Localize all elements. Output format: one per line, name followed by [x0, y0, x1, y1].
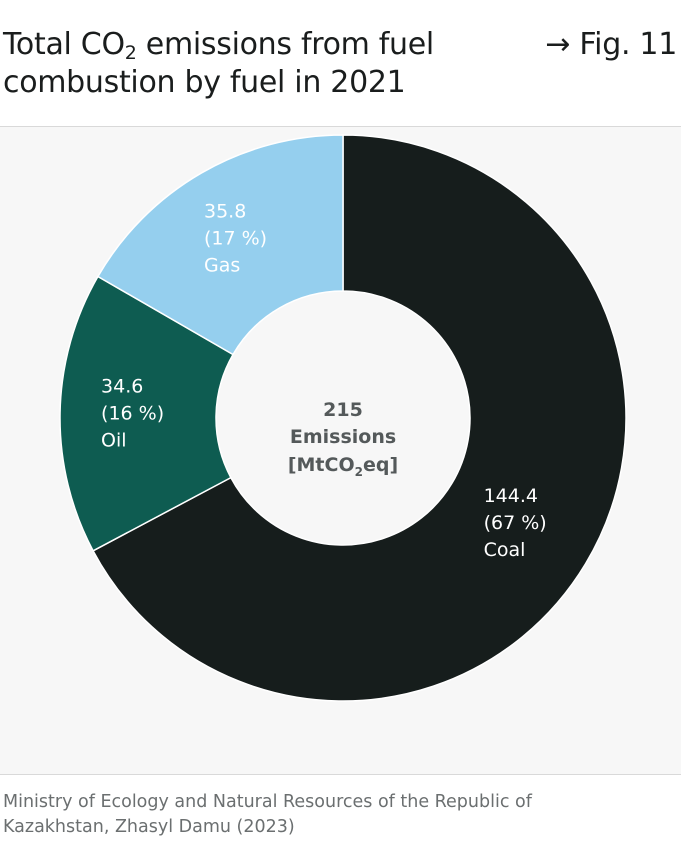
center-label-line2: [MtCO2eq]	[288, 454, 398, 479]
chart-panel: 144.4 (67 %) Coal 34.6 (16 %) Oil 35.8 (17 %) Ga…	[0, 127, 681, 774]
donut-slice-gas	[96, 134, 344, 356]
slice-label-oil: 34.6 (16 %) Oil	[101, 375, 164, 451]
donut-slices	[59, 134, 627, 702]
donut-chart: 144.4 (67 %) Coal 34.6 (16 %) Oil 35.8 (17 %) Ga…	[59, 134, 627, 702]
slice-labels: 144.4 (67 %) Coal 34.6 (16 %) Oil 35.8 (17 %) Ga…	[101, 201, 547, 562]
center-total-value: 215	[323, 399, 363, 421]
center-label-line1: Emissions	[290, 426, 396, 448]
source-note: Ministry of Ecology and Natural Resource…	[3, 792, 532, 837]
figure-reference: → Fig. 11	[545, 27, 677, 62]
slice-label-gas: 35.8 (17 %) Gas	[204, 201, 267, 277]
figure-header: Total CO2 emissions from fuel combustion…	[0, 0, 681, 127]
chart-title: Total CO2 emissions from fuel combustion…	[3, 27, 434, 100]
donut-slice-oil	[59, 275, 235, 552]
donut-slice-coal	[92, 134, 627, 702]
center-label: 215 Emissions [MtCO2eq]	[288, 399, 398, 479]
slice-label-coal: 144.4 (67 %) Coal	[484, 485, 547, 561]
figure-footer: Ministry of Ecology and Natural Resource…	[0, 774, 681, 849]
